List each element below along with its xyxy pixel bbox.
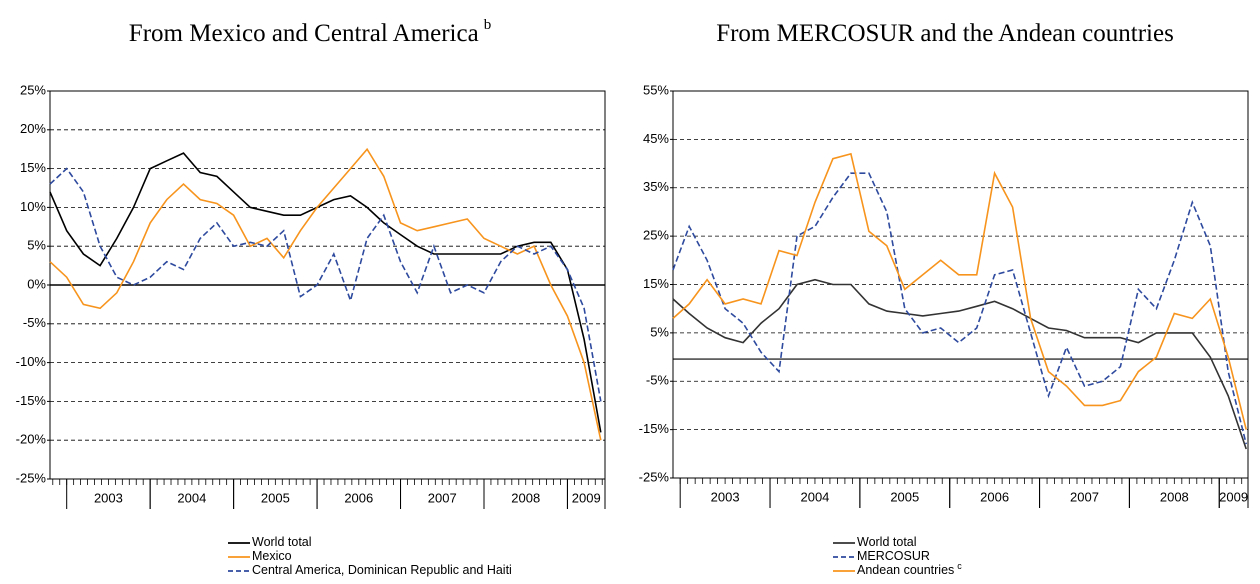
x-tick-label: 2008 [1160, 489, 1189, 504]
series-line [672, 278, 1247, 450]
x-tick-label: 2009 [572, 490, 601, 505]
y-tick-label: -25% [16, 470, 47, 485]
y-tick-label: -5% [646, 373, 670, 388]
legend-text: MERCOSUR [857, 549, 930, 563]
legend-text: Central America, Dominican Republic and … [252, 563, 512, 577]
title-text: From MERCOSUR and the Andean countries [716, 20, 1174, 47]
title-note: b [484, 17, 492, 33]
legend-label: Mexico [252, 549, 292, 563]
x-tick-label: 2005 [261, 490, 290, 505]
legend-label: World total [252, 535, 312, 549]
x-tick-label: 2005 [890, 489, 919, 504]
legend-label: MERCOSUR [857, 549, 930, 563]
legend-label: Central America, Dominican Republic and … [252, 563, 512, 577]
y-tick-label: 0% [27, 276, 46, 291]
series-line [49, 167, 602, 402]
legend-label: World total [857, 535, 917, 549]
y-tick-label: -15% [16, 393, 47, 408]
legend-text: World total [857, 535, 917, 549]
chart-title: From Mexico and Central America b [129, 17, 491, 46]
series-line [672, 152, 1247, 430]
x-tick-label: 2003 [711, 489, 740, 504]
x-tick-label: 2004 [800, 489, 829, 504]
y-tick-label: 10% [20, 199, 46, 214]
y-tick-label: -5% [23, 315, 47, 330]
legend-note: c [957, 561, 962, 571]
x-tick-label: 2006 [344, 490, 373, 505]
y-tick-label: -15% [639, 421, 670, 436]
y-tick-label: 55% [643, 82, 669, 97]
y-tick-label: -25% [639, 469, 670, 484]
y-tick-label: 5% [650, 324, 669, 339]
x-tick-label: 2003 [94, 490, 123, 505]
y-tick-label: -20% [16, 432, 47, 447]
title-text: From Mexico and Central America [129, 20, 479, 47]
x-tick-label: 2007 [1070, 489, 1099, 504]
y-tick-label: 15% [643, 276, 669, 291]
y-tick-label: 45% [643, 131, 669, 146]
x-tick-label: 2009 [1219, 489, 1248, 504]
chart-title: From MERCOSUR and the Andean countries [716, 20, 1174, 47]
x-tick-label: 2004 [177, 490, 206, 505]
y-tick-label: 15% [20, 160, 46, 175]
y-tick-label: 20% [20, 121, 46, 136]
series-line [672, 172, 1247, 445]
x-tick-label: 2008 [511, 490, 540, 505]
legend-text: Mexico [252, 549, 292, 563]
y-tick-label: 35% [643, 179, 669, 194]
x-tick-label: 2007 [428, 490, 457, 505]
y-tick-label: 5% [27, 238, 46, 253]
legend-text: World total [252, 535, 312, 549]
plot-frame [49, 90, 606, 480]
y-tick-label: 25% [20, 82, 46, 97]
legend-text: Andean countries [857, 563, 954, 577]
x-tick-label: 2006 [980, 489, 1009, 504]
series-line [49, 152, 602, 433]
plot-frame [672, 90, 1249, 479]
y-tick-label: -10% [16, 354, 47, 369]
legend-label: Andean countries c [857, 561, 962, 577]
series-line [49, 147, 602, 441]
y-tick-label: 25% [643, 228, 669, 243]
